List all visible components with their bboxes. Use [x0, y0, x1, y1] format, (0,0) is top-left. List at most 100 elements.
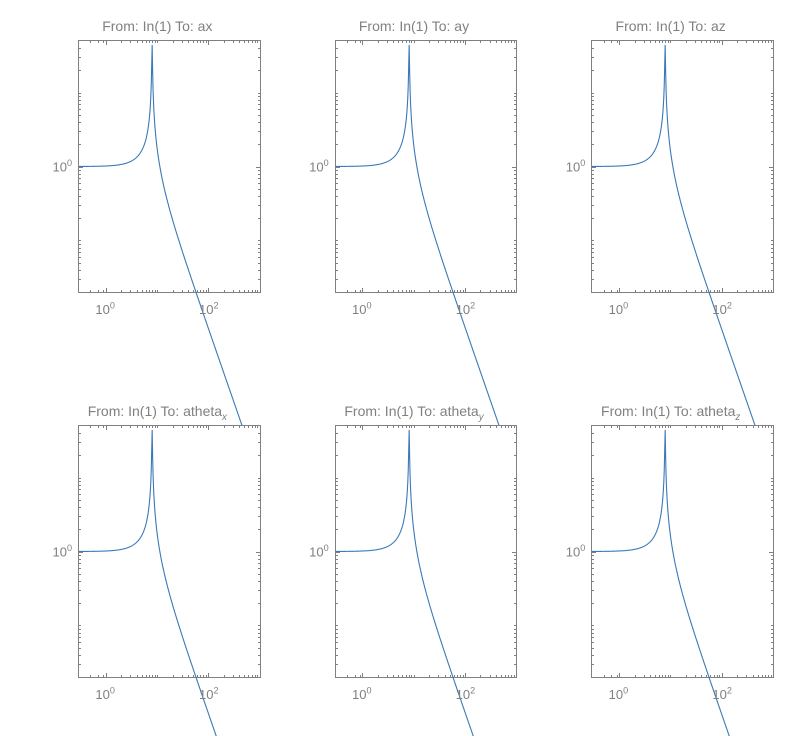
x-minor-tick — [406, 425, 407, 428]
x-tick — [106, 288, 107, 293]
y-minor-tick — [591, 507, 594, 508]
y-minor-tick — [258, 183, 261, 184]
y-minor-tick — [514, 633, 517, 634]
x-minor-tick — [765, 425, 766, 428]
y-minor-tick — [514, 478, 517, 479]
x-minor-tick — [182, 425, 183, 428]
subplot-athetay: From: In(1) To: athetay 100102100 — [311, 405, 518, 720]
x-tick — [208, 673, 209, 678]
y-minor-tick — [258, 559, 261, 560]
subplot-athetaz: From: In(1) To: athetaz 100102100 — [567, 405, 774, 720]
x-minor-tick — [257, 425, 258, 428]
x-minor-tick — [490, 290, 491, 293]
y-minor-tick — [591, 637, 594, 638]
y-minor-tick — [591, 590, 594, 591]
y-minor-tick — [771, 131, 774, 132]
y-minor-tick — [591, 131, 594, 132]
y-minor-tick — [335, 109, 338, 110]
x-minor-tick — [762, 290, 763, 293]
x-minor-tick — [142, 425, 143, 428]
y-minor-tick — [335, 563, 338, 564]
x-minor-tick — [463, 425, 464, 428]
y-minor-tick — [335, 516, 338, 517]
x-minor-tick — [155, 290, 156, 293]
x-minor-tick — [173, 675, 174, 678]
y-minor-tick — [258, 516, 261, 517]
y-tick — [78, 552, 83, 553]
y-tick-label: 100 — [566, 159, 586, 174]
y-minor-tick — [514, 481, 517, 482]
y-minor-tick — [78, 507, 81, 508]
x-minor-tick — [670, 290, 671, 293]
x-minor-tick — [514, 40, 515, 43]
line-chart-icon — [79, 426, 260, 677]
y-minor-tick — [258, 263, 261, 264]
y-minor-tick — [335, 442, 338, 443]
x-minor-tick — [193, 425, 194, 428]
x-tick — [106, 40, 107, 45]
x-minor-tick — [244, 675, 245, 678]
y-minor-tick — [78, 240, 81, 241]
x-minor-tick — [414, 425, 415, 428]
y-minor-tick — [78, 603, 81, 604]
x-minor-tick — [152, 425, 153, 428]
x-minor-tick — [662, 40, 663, 43]
y-minor-tick — [335, 642, 338, 643]
x-minor-tick — [393, 425, 394, 428]
y-minor-tick — [78, 57, 81, 58]
plot-area — [78, 425, 261, 678]
x-minor-tick — [257, 675, 258, 678]
y-minor-tick — [335, 455, 338, 456]
y-minor-tick — [258, 633, 261, 634]
x-minor-tick — [197, 290, 198, 293]
x-minor-tick — [771, 425, 772, 428]
x-minor-tick — [617, 290, 618, 293]
x-minor-tick — [508, 290, 509, 293]
x-minor-tick — [173, 40, 174, 43]
x-tick-label: 102 — [199, 302, 219, 317]
y-minor-tick — [78, 648, 81, 649]
x-minor-tick — [758, 425, 759, 428]
y-minor-tick — [591, 500, 594, 501]
x-minor-tick — [347, 40, 348, 43]
y-minor-tick — [771, 485, 774, 486]
y-minor-tick — [335, 252, 338, 253]
y-minor-tick — [258, 240, 261, 241]
y-minor-tick — [771, 196, 774, 197]
x-minor-tick — [665, 675, 666, 678]
x-minor-tick — [514, 290, 515, 293]
y-minor-tick — [771, 568, 774, 569]
x-tick-label: 102 — [456, 687, 476, 702]
x-minor-tick — [611, 40, 612, 43]
x-minor-tick — [360, 425, 361, 428]
y-minor-tick — [591, 559, 594, 560]
y-minor-tick — [78, 48, 81, 49]
x-minor-tick — [239, 40, 240, 43]
x-minor-tick — [252, 425, 253, 428]
subplot-title: From: In(1) To: athetax — [54, 403, 261, 419]
x-minor-tick — [604, 40, 605, 43]
y-minor-tick — [335, 131, 338, 132]
y-minor-tick — [514, 96, 517, 97]
y-tick-label: 100 — [52, 159, 72, 174]
x-minor-tick — [753, 675, 754, 678]
y-minor-tick — [78, 516, 81, 517]
x-minor-tick — [98, 425, 99, 428]
x-minor-tick — [611, 290, 612, 293]
y-minor-tick — [771, 555, 774, 556]
x-minor-tick — [635, 425, 636, 428]
y-minor-tick — [771, 648, 774, 649]
y-minor-tick — [258, 637, 261, 638]
x-minor-tick — [121, 290, 122, 293]
y-minor-tick — [78, 625, 81, 626]
y-minor-tick — [258, 104, 261, 105]
plot-area — [335, 425, 518, 678]
y-minor-tick — [78, 248, 81, 249]
x-minor-tick — [387, 675, 388, 678]
y-minor-tick — [78, 559, 81, 560]
line-chart-icon — [336, 426, 517, 677]
y-minor-tick — [591, 529, 594, 530]
x-minor-tick — [771, 675, 772, 678]
x-minor-tick — [414, 675, 415, 678]
y-minor-tick — [335, 93, 338, 94]
